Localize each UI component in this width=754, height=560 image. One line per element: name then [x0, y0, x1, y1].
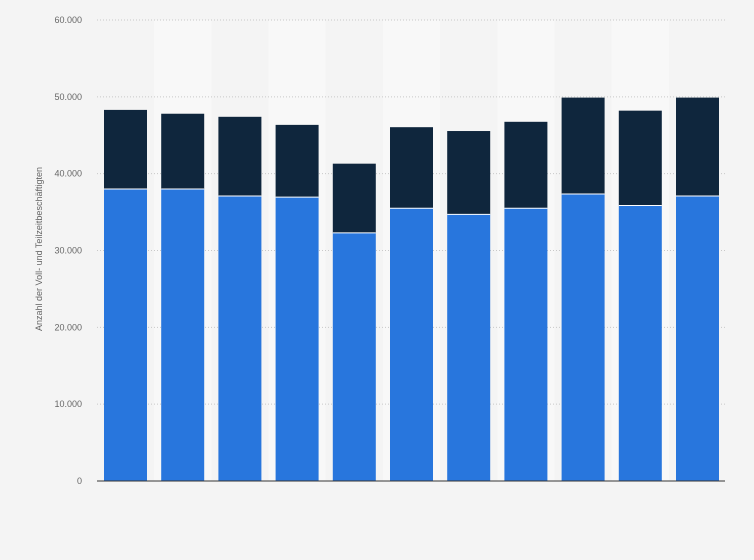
bar-segment-series-2[interactable] [561, 97, 605, 195]
bar-segment-series-1[interactable] [618, 205, 662, 482]
bar-segment-series-2[interactable] [676, 97, 719, 196]
bar-segment-series-2[interactable] [161, 113, 205, 190]
bar-segment-series-2[interactable] [332, 163, 376, 233]
bar-segment-series-2[interactable] [218, 116, 262, 196]
y-tick-label: 60.000 [54, 15, 82, 25]
bar-segment-series-2[interactable] [504, 121, 548, 209]
bar-segment-series-2[interactable] [104, 109, 147, 190]
bar-segment-series-2[interactable] [390, 127, 433, 209]
bar-segment-series-2[interactable] [447, 131, 491, 215]
bar-segment-series-1[interactable] [275, 197, 319, 481]
y-tick-label: 50.000 [54, 92, 82, 102]
bar-segment-series-1[interactable] [332, 232, 376, 481]
bar-segment-series-2[interactable] [275, 124, 319, 198]
bar-segment-series-1[interactable] [676, 195, 719, 481]
y-axis-tick-labels: 0 10.000 20.000 30.000 40.000 50.000 60.000 [54, 15, 82, 486]
bar-segment-series-1[interactable] [104, 189, 147, 482]
bar-segment-series-2[interactable] [618, 110, 662, 206]
y-tick-label: 40.000 [54, 169, 82, 179]
y-tick-label: 10.000 [54, 399, 82, 409]
y-axis-title: Anzahl der Voll- und Teilzeitbeschäftigt… [34, 167, 44, 331]
bar-segment-series-1[interactable] [390, 208, 433, 481]
y-tick-label: 30.000 [54, 246, 82, 256]
bar-segment-series-1[interactable] [218, 195, 262, 481]
y-tick-label: 0 [77, 476, 82, 486]
bar-segment-series-1[interactable] [561, 194, 605, 481]
y-tick-label: 20.000 [54, 322, 82, 332]
bars [104, 97, 719, 482]
bar-segment-series-1[interactable] [161, 189, 205, 482]
bar-segment-series-1[interactable] [447, 214, 491, 481]
bar-segment-series-1[interactable] [504, 208, 548, 481]
